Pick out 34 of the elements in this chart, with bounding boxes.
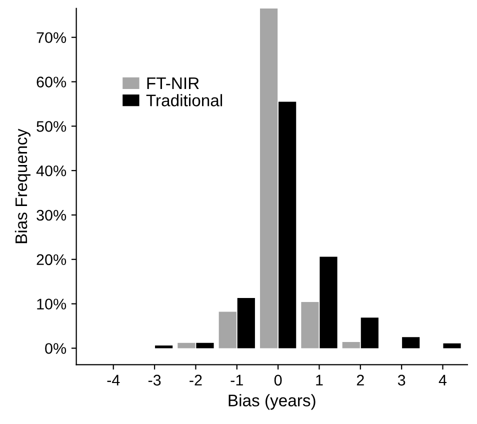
bar: [402, 337, 420, 348]
bar: [178, 342, 196, 348]
bar: [360, 318, 378, 348]
bar: [320, 256, 338, 348]
y-tick-label: 30%: [36, 210, 66, 221]
bar: [342, 342, 360, 348]
bar: [260, 8, 278, 348]
x-tick-label: -2: [190, 374, 202, 386]
legend-label: FT-NIR: [147, 78, 199, 89]
bar: [301, 302, 319, 348]
y-tick-label: 60%: [36, 76, 66, 88]
bar: [237, 298, 255, 348]
x-tick-label: 0: [274, 374, 282, 386]
x-tick-label: -3: [148, 374, 161, 386]
x-tick-label: 3: [398, 374, 406, 386]
legend-label: Traditional: [146, 94, 222, 106]
x-axis-title: Bias (years): [228, 394, 316, 410]
x-tick-label: 4: [438, 374, 447, 386]
y-tick-label: 0%: [45, 343, 66, 354]
y-tick-label: 20%: [36, 254, 66, 266]
x-tick-label: 1: [316, 374, 323, 386]
bar: [196, 342, 214, 348]
x-tick-label: 2: [356, 374, 364, 386]
x-tick-label: -4: [107, 374, 120, 386]
bar: [218, 312, 236, 348]
y-axis-title: Bias Frequency: [14, 128, 30, 244]
x-tick-label: -1: [230, 374, 243, 386]
bar: [443, 343, 461, 348]
y-tick-label: 40%: [36, 165, 66, 176]
bar: [278, 102, 296, 348]
y-tick-label: 70%: [36, 32, 66, 44]
bar: [155, 346, 173, 348]
y-tick-label: 10%: [37, 298, 66, 310]
y-tick-label: 50%: [36, 121, 66, 132]
